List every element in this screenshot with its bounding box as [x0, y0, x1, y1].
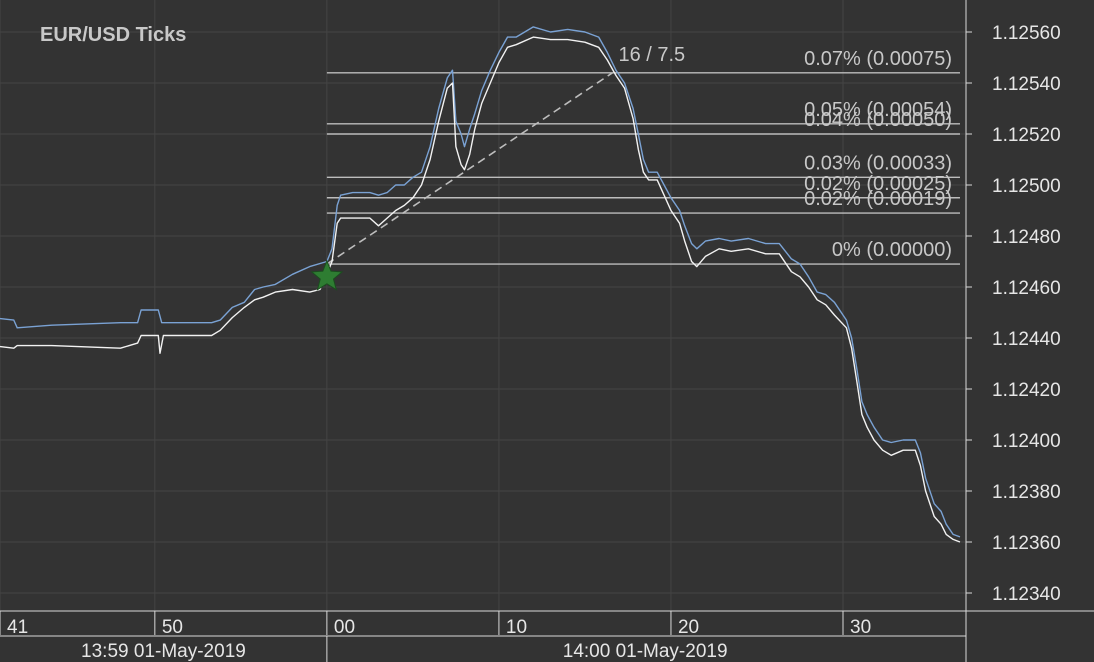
ytick-label: 1.12500 — [992, 176, 1061, 197]
ytick-label: 1.12560 — [992, 23, 1061, 44]
fib-level-label: 0.03% (0.00033) — [804, 152, 952, 174]
fib-level-label: 0.02% (0.00019) — [804, 188, 952, 210]
fib-level-label: 0.04% (0.00050) — [804, 109, 952, 131]
xtick-label: 10 — [506, 617, 527, 638]
chart-title: EUR/USD Ticks — [40, 24, 186, 46]
fib-level-label: 0.02% (0.00025) — [804, 173, 952, 195]
ytick-label: 1.12340 — [992, 584, 1061, 605]
date-label: 14:00 01-May-2019 — [563, 641, 728, 662]
xtick-label: 50 — [162, 617, 183, 638]
ytick-label: 1.12380 — [992, 482, 1061, 503]
date-label: 13:59 01-May-2019 — [81, 641, 246, 662]
xtick-label: 41 — [7, 617, 28, 638]
markers — [310, 259, 344, 291]
trendline-label: 16 / 7.5 — [618, 44, 685, 66]
ytick-label: 1.12520 — [992, 125, 1061, 146]
ytick-label: 1.12460 — [992, 278, 1061, 299]
fibonacci-levels: 0.07% (0.00075) 0.05% (0.00054)0.04% (0.0… — [326, 44, 960, 265]
xtick-label: 20 — [678, 617, 699, 638]
grid-layer — [0, 0, 966, 611]
xtick-label: 00 — [334, 617, 355, 638]
ytick-label: 1.12360 — [992, 533, 1061, 554]
price-series — [0, 26, 961, 543]
series-line-1 — [0, 36, 961, 543]
ytick-label: 1.12440 — [992, 329, 1061, 350]
fib-level-label: 0% (0.00000) — [832, 239, 952, 261]
ytick-label: 1.12540 — [992, 74, 1061, 95]
trendline — [326, 72, 613, 265]
fib-level-label: 0.05% (0.00054) — [804, 99, 952, 121]
entry-star-icon — [310, 259, 344, 291]
ytick-label: 1.12400 — [992, 431, 1061, 452]
series-line-0 — [0, 26, 961, 538]
ytick-label: 1.12420 — [992, 380, 1061, 401]
xtick-label: 30 — [850, 617, 871, 638]
ytick-label: 1.12480 — [992, 227, 1061, 248]
fib-level-label: 0.07% (0.00075) — [804, 48, 952, 70]
